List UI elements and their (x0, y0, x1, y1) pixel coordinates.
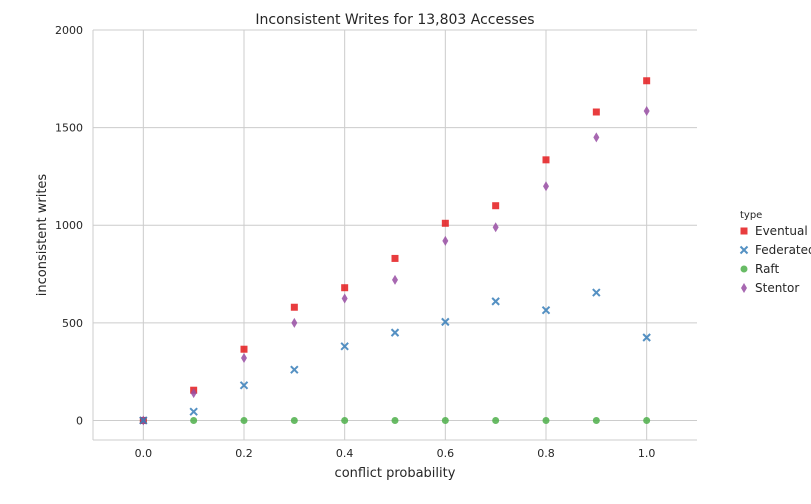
y-tick-label: 2000 (55, 24, 83, 37)
x-tick-label: 0.2 (235, 447, 253, 460)
eventual-point (290, 303, 298, 311)
stentor-point (593, 132, 600, 143)
raft-point (492, 416, 500, 424)
federated-point (340, 342, 349, 351)
eventual-point (441, 219, 449, 227)
legend-label-eventual: Eventual (755, 224, 808, 238)
x-tick-label: 0.4 (336, 447, 354, 460)
federated-legend-marker (739, 245, 749, 255)
legend-label-raft: Raft (755, 262, 779, 276)
eventual-point (240, 345, 248, 353)
raft-point (391, 416, 399, 424)
x-tick-label: 0.0 (135, 447, 153, 460)
eventual-point (341, 284, 349, 292)
legend-label-stentor: Stentor (755, 281, 799, 295)
federated-point (441, 317, 450, 327)
stentor-point (291, 317, 298, 328)
chart-title: Inconsistent Writes for 13,803 Accesses (255, 12, 534, 28)
stentor-legend-marker (741, 283, 747, 293)
federated-point (491, 297, 500, 306)
stentor-point (492, 222, 499, 233)
raft-point (240, 416, 248, 424)
federated-point (541, 305, 551, 315)
federated-point (239, 381, 249, 390)
federated-point (642, 333, 651, 342)
x-tick-label: 0.6 (437, 447, 455, 460)
eventual-legend-marker (740, 227, 748, 235)
legend-label-federated: Federated (755, 243, 811, 257)
stentor-point (241, 353, 247, 363)
eventual-point (492, 202, 500, 210)
stentor-point (543, 181, 549, 192)
federated-point (139, 416, 148, 425)
federated-point (290, 365, 299, 374)
federated-point (390, 328, 400, 337)
eventual-point (592, 108, 600, 116)
y-tick-label: 500 (62, 317, 83, 330)
data-points (139, 77, 651, 426)
stentor-point (442, 235, 449, 246)
legend-title: type (740, 210, 762, 221)
y-axis-title: inconsistent writes (35, 174, 50, 297)
raft-point (542, 416, 550, 424)
y-tick-label: 1500 (55, 122, 83, 135)
eventual-point (643, 77, 651, 85)
federated-point (592, 288, 601, 297)
y-tick-label: 1000 (55, 219, 83, 232)
federated-point (189, 407, 198, 416)
axes: 0.0 0.2 0.4 0.6 0.8 1.0 0 500 1000 1500 2000 (55, 24, 697, 460)
stentor-point (341, 293, 348, 304)
eventual-point (542, 156, 550, 164)
stentor-point (190, 388, 197, 399)
stentor-point (643, 106, 650, 117)
x-tick-label: 0.8 (537, 447, 555, 460)
stentor-point (392, 274, 398, 285)
raft-point (592, 416, 600, 424)
raft-point (341, 416, 349, 424)
legend: type Eventual Federated Raft Stentor (739, 210, 811, 295)
raft-point (643, 416, 651, 424)
raft-point (290, 416, 298, 424)
y-tick-label: 0 (76, 414, 83, 427)
x-axis-title: conflict probability (335, 466, 456, 481)
raft-legend-marker (740, 265, 748, 273)
raft-point (441, 416, 449, 424)
raft-point (190, 416, 198, 424)
x-tick-label: 1.0 (638, 447, 656, 460)
eventual-point (391, 254, 399, 262)
grid (93, 29, 697, 440)
